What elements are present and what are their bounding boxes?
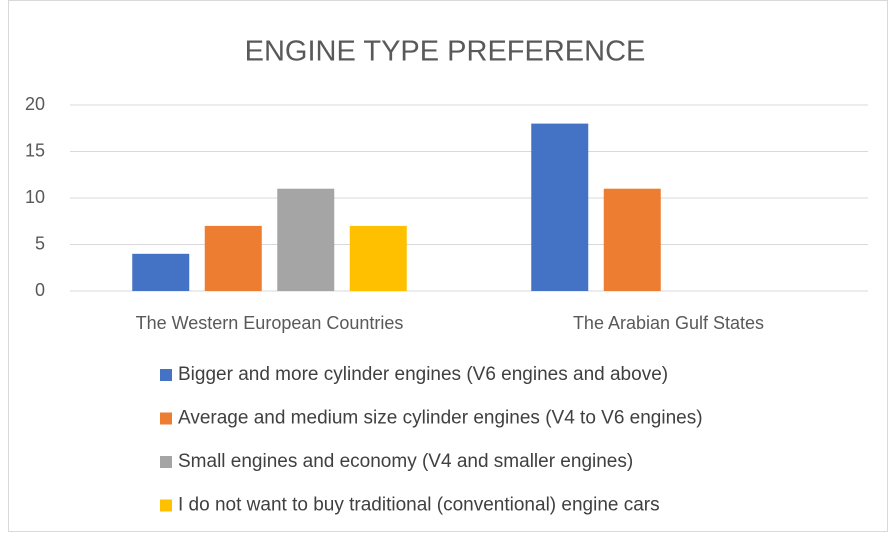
y-tick-label: 15 [25, 140, 45, 160]
legend-swatch [160, 456, 172, 468]
legend-swatch [160, 412, 172, 425]
legend-label: Small engines and economy (V4 and smalle… [178, 451, 633, 472]
bar [277, 188, 335, 291]
bar [349, 225, 407, 291]
legend-label: I do not want to buy traditional (conven… [178, 495, 660, 516]
bar [132, 253, 190, 291]
legend-swatch [160, 499, 172, 512]
y-tick-label: 20 [25, 94, 45, 114]
chart-title: ENGINE TYPE PREFERENCE [245, 36, 646, 68]
legend-label: Average and medium size cylinder engines… [178, 408, 703, 429]
x-tick-label: The Arabian Gulf States [573, 313, 764, 333]
bar [204, 225, 262, 291]
bar [531, 123, 589, 291]
legend-label: Bigger and more cylinder engines (V6 eng… [178, 364, 668, 385]
x-tick-label: The Western European Countries [136, 313, 404, 333]
legend-swatch [160, 369, 172, 381]
y-tick-label: 10 [25, 187, 45, 207]
y-tick-label: 0 [35, 280, 45, 300]
bar [603, 188, 661, 291]
y-tick-label: 5 [35, 233, 45, 253]
